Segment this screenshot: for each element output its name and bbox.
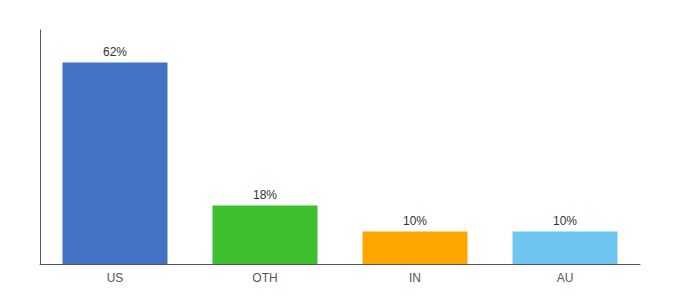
svg-text:18%: 18% [253,188,277,202]
svg-text:10%: 10% [403,214,427,228]
svg-text:62%: 62% [103,45,127,59]
svg-text:OTH: OTH [252,271,277,285]
svg-text:US: US [107,271,124,285]
svg-text:AU: AU [557,271,574,285]
svg-text:10%: 10% [553,214,577,228]
svg-text:IN: IN [409,271,421,285]
